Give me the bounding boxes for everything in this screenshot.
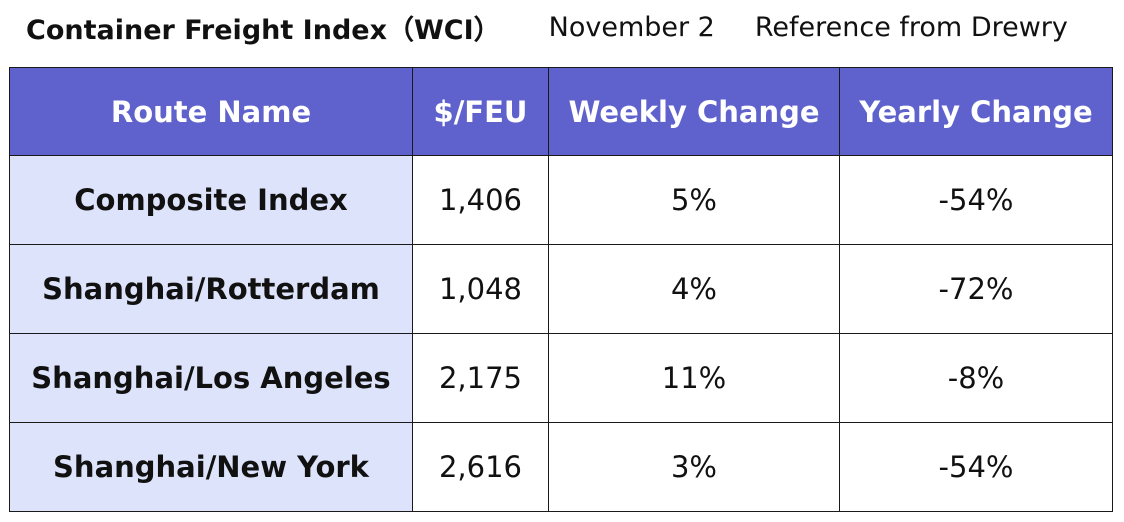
price-cell: 1,048 bbox=[412, 244, 549, 334]
header-bar: Container Freight Index（WCI） November 2 … bbox=[26, 0, 1116, 54]
yearly-change-cell: -72% bbox=[839, 244, 1113, 334]
price-cell: 2,175 bbox=[412, 333, 549, 423]
weekly-change-cell: 5% bbox=[548, 155, 840, 245]
freight-index-table: Route Name $/FEU Weekly Change Yearly Ch… bbox=[9, 67, 1113, 512]
weekly-change-cell: 11% bbox=[548, 333, 840, 423]
column-header-price: $/FEU bbox=[412, 67, 549, 156]
route-name-cell: Shanghai/Los Angeles bbox=[9, 333, 413, 423]
yearly-change-cell: -54% bbox=[839, 422, 1113, 512]
route-name-cell: Composite Index bbox=[9, 155, 413, 245]
route-name-cell: Shanghai/New York bbox=[9, 422, 413, 512]
column-header-route-name: Route Name bbox=[9, 67, 413, 156]
weekly-change-cell: 3% bbox=[548, 422, 840, 512]
yearly-change-cell: -54% bbox=[839, 155, 1113, 245]
table-row: Shanghai/Los Angeles 2,175 11% -8% bbox=[9, 333, 1113, 423]
column-header-weekly-change: Weekly Change bbox=[548, 67, 840, 156]
table-row: Shanghai/Rotterdam 1,048 4% -72% bbox=[9, 244, 1113, 334]
source-label: Reference from Drewry bbox=[754, 11, 1068, 43]
route-name-cell: Shanghai/Rotterdam bbox=[9, 244, 413, 334]
table-row: Composite Index 1,406 5% -54% bbox=[9, 155, 1113, 245]
table-row: Shanghai/New York 2,616 3% -54% bbox=[9, 422, 1113, 512]
price-cell: 1,406 bbox=[412, 155, 549, 245]
yearly-change-cell: -8% bbox=[839, 333, 1113, 423]
price-cell: 2,616 bbox=[412, 422, 549, 512]
date-label: November 2 bbox=[548, 11, 715, 43]
page-title: Container Freight Index（WCI） bbox=[26, 14, 501, 46]
column-header-yearly-change: Yearly Change bbox=[839, 67, 1113, 156]
weekly-change-cell: 4% bbox=[548, 244, 840, 334]
table-header-row: Route Name $/FEU Weekly Change Yearly Ch… bbox=[9, 67, 1113, 156]
